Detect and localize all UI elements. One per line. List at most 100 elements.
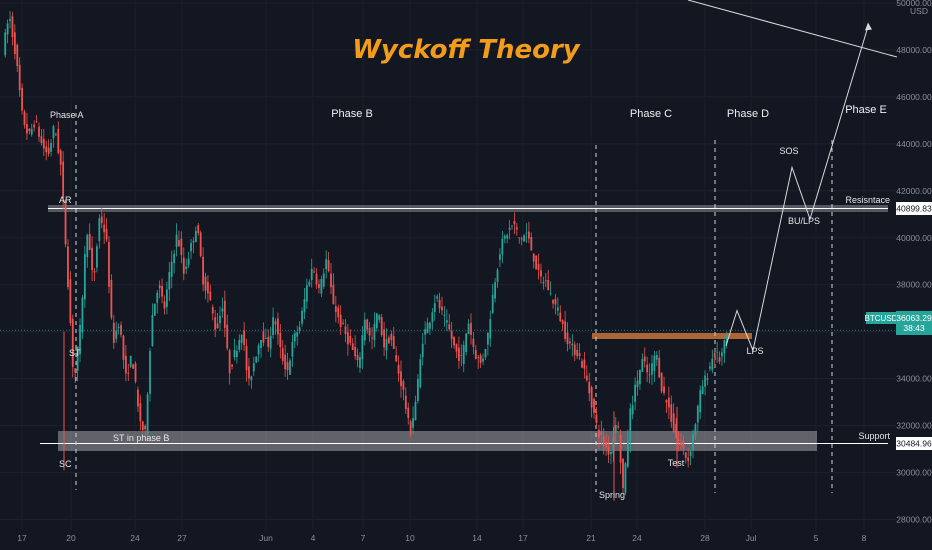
candle	[209, 284, 212, 302]
candle	[252, 356, 255, 376]
candle	[185, 258, 188, 275]
candle	[272, 307, 274, 339]
candle	[298, 321, 301, 334]
candle	[202, 247, 204, 292]
candles	[0, 11, 896, 501]
candle	[641, 353, 644, 372]
candle	[378, 314, 381, 323]
candle	[158, 280, 161, 299]
candle	[513, 212, 516, 235]
candle	[453, 336, 455, 349]
candle	[4, 28, 7, 58]
candle	[508, 219, 511, 240]
candle	[28, 128, 31, 135]
candle	[689, 448, 692, 466]
candle	[67, 239, 69, 290]
x-tick-label: Jul	[746, 533, 757, 543]
candle	[421, 333, 424, 366]
x-tick-label: 10	[405, 533, 415, 543]
y-tick-label: 48000.00	[896, 45, 932, 55]
candle	[556, 297, 559, 316]
candle	[412, 406, 414, 435]
candle	[182, 247, 185, 281]
candle	[214, 309, 217, 338]
candle	[725, 331, 728, 349]
candle	[696, 404, 699, 433]
candle	[699, 385, 702, 420]
candle	[660, 372, 663, 394]
annotation-test: Test	[668, 458, 685, 468]
candle	[122, 334, 125, 369]
candle	[245, 338, 248, 382]
candle	[467, 319, 470, 335]
candle	[375, 312, 378, 332]
candle	[52, 124, 55, 148]
candle	[544, 272, 547, 288]
candle	[240, 333, 243, 351]
resistance-label: Resisntace	[845, 195, 890, 205]
candle	[93, 268, 96, 281]
candle	[267, 329, 270, 352]
candle	[617, 421, 620, 430]
candle	[537, 253, 540, 280]
candle	[424, 321, 427, 345]
countdown-timer: 38:43	[903, 323, 925, 333]
candle	[137, 386, 139, 412]
candle	[293, 330, 296, 349]
candle	[260, 340, 262, 358]
candle	[721, 347, 723, 366]
y-tick-label: 34000.00	[896, 374, 932, 384]
candle	[262, 322, 265, 347]
candle	[445, 309, 448, 331]
candle	[622, 458, 624, 493]
candle	[443, 306, 446, 327]
time-axis[interactable]: 17 20 24 27 Jun 4 7 10 14 17 21 24 28 Jul 5 8	[17, 533, 866, 543]
x-tick-label: 24	[632, 533, 642, 543]
candle	[354, 335, 357, 360]
candle	[281, 339, 284, 365]
candle	[79, 318, 81, 363]
candle	[429, 321, 431, 335]
candle	[33, 120, 36, 132]
candle	[313, 266, 316, 274]
candle	[332, 273, 335, 305]
candle	[274, 318, 277, 335]
candle	[42, 128, 45, 156]
candle	[624, 462, 627, 496]
candle	[38, 122, 40, 142]
candle	[166, 281, 168, 315]
candle	[648, 363, 651, 384]
candle	[54, 132, 57, 137]
candle	[91, 236, 93, 282]
projection-path	[725, 26, 869, 353]
candle	[462, 340, 465, 373]
candle	[484, 348, 487, 361]
candle	[175, 223, 178, 257]
candle	[124, 344, 127, 382]
candle	[279, 323, 282, 359]
candle	[269, 326, 272, 358]
candle	[677, 431, 680, 452]
candle	[472, 331, 475, 355]
candle	[30, 123, 33, 137]
candle	[373, 312, 376, 348]
candle	[243, 321, 246, 351]
candle	[168, 262, 171, 302]
candle	[573, 341, 576, 362]
candle	[110, 274, 113, 320]
candle	[667, 386, 670, 419]
candle	[334, 296, 337, 323]
annotation-lps: LPS	[746, 346, 763, 356]
candle	[342, 319, 344, 325]
candle	[146, 391, 149, 442]
candle	[477, 355, 480, 369]
candle	[315, 268, 318, 289]
annotation-sos: SOS	[779, 146, 798, 156]
candle	[706, 372, 709, 386]
candle	[709, 361, 711, 372]
candle	[506, 233, 509, 244]
candle	[86, 233, 89, 268]
candle	[339, 305, 342, 336]
